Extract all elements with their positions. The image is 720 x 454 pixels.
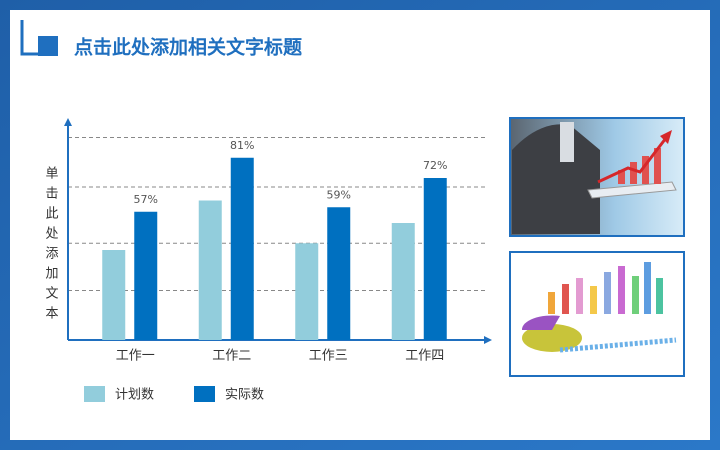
slide-title: 点击此处添加相关文字标题 bbox=[74, 36, 302, 59]
bar bbox=[134, 211, 158, 340]
plot: 工作一 57% 工作二 81% 工作三 59% 工作四 72% 计划数 实际数 bbox=[64, 118, 492, 403]
legend-swatch bbox=[84, 386, 105, 402]
bar bbox=[391, 223, 415, 340]
title-icon bbox=[38, 36, 58, 56]
legend-swatch bbox=[194, 386, 215, 402]
legend-label: 实际数 bbox=[225, 388, 264, 403]
x-tick-label: 工作四 bbox=[405, 349, 444, 364]
bar bbox=[102, 250, 126, 340]
legend-label: 计划数 bbox=[115, 388, 154, 403]
x-tick-label: 工作二 bbox=[212, 349, 251, 364]
image-business bbox=[509, 117, 685, 237]
value-label: 59% bbox=[327, 188, 351, 201]
x-axis-arrow bbox=[484, 336, 492, 344]
x-tick-label: 工作一 bbox=[116, 349, 155, 364]
bar bbox=[423, 178, 447, 340]
value-label: 72% bbox=[423, 159, 447, 172]
image-charts bbox=[509, 251, 685, 377]
value-label: 81% bbox=[230, 139, 254, 152]
y-axis-arrow bbox=[64, 118, 72, 126]
y-axis-label: 单击此处添加文本 bbox=[43, 166, 59, 326]
bar bbox=[295, 243, 319, 340]
bar bbox=[230, 157, 254, 340]
bar bbox=[198, 200, 222, 340]
value-label: 57% bbox=[134, 193, 158, 206]
bar bbox=[327, 207, 351, 340]
x-tick-label: 工作三 bbox=[309, 349, 348, 364]
